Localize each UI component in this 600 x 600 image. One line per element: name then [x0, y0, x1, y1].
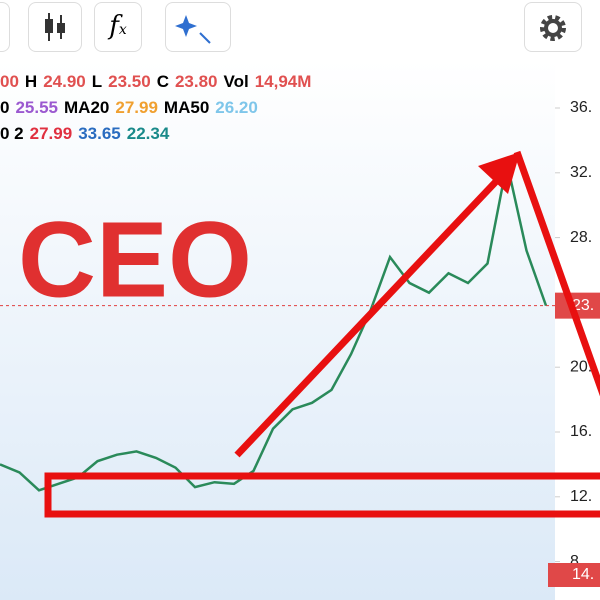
sparkle-icon [175, 15, 211, 44]
label: 0 [0, 98, 10, 117]
y-tick-label: 28. [570, 229, 592, 246]
y-tick-label: 16. [570, 423, 592, 440]
label: L [91, 72, 103, 91]
ma-line: 0 25.55 MA20 27.99 MA50 26.20 [0, 98, 264, 118]
ma-value: 26.20 [215, 98, 258, 117]
ma-value: 27.99 [115, 98, 158, 117]
settings-button[interactable] [524, 2, 582, 52]
box-annotation [44, 472, 600, 518]
boll-value: 33.65 [78, 124, 121, 143]
open: 00 [0, 72, 19, 91]
label: 0 2 [0, 124, 24, 143]
label: MA20 [64, 98, 110, 117]
label: C [156, 72, 169, 91]
gear-icon [540, 15, 566, 41]
y-tick-label: 36. [570, 99, 592, 116]
price-line [0, 162, 548, 492]
y-tick-label: 12. [570, 488, 592, 505]
plot-background [0, 60, 555, 600]
ai-button[interactable] [165, 2, 231, 52]
boll-value: 22.34 [126, 124, 170, 143]
high: 24.90 [43, 72, 86, 91]
volume: 14,94M [254, 72, 312, 91]
y-tick-label: 32. [570, 164, 592, 181]
toolbar-button[interactable] [0, 2, 10, 52]
candle-icon [45, 13, 65, 41]
close: 23.80 [174, 72, 218, 91]
arrow-annotation [234, 169, 508, 458]
label: MA50 [163, 98, 210, 117]
label: H [24, 72, 38, 91]
low: 23.50 [108, 72, 151, 91]
boll-line: 0 2 27.99 33.65 22.34 [0, 124, 175, 144]
fx-label: f [109, 11, 119, 41]
fx-sub: x [118, 22, 127, 38]
volume-box [548, 563, 600, 587]
label: Vol [223, 72, 249, 91]
down-line [513, 150, 600, 397]
last-price-label: 23. [572, 297, 594, 314]
candle-button[interactable] [28, 2, 82, 52]
arrow-head [478, 152, 520, 194]
volume-label: 14. [572, 566, 594, 583]
y-tick-label: 20. [570, 358, 592, 375]
fx-button[interactable]: fx [94, 2, 142, 52]
ohlc-line: 00 H 24.90 L 23.50 C 23.80 Vol 14,94M [0, 72, 317, 92]
ceo-annotation: CEO [18, 199, 252, 320]
ma-value: 25.55 [15, 98, 59, 117]
boll-value: 27.99 [29, 124, 73, 143]
